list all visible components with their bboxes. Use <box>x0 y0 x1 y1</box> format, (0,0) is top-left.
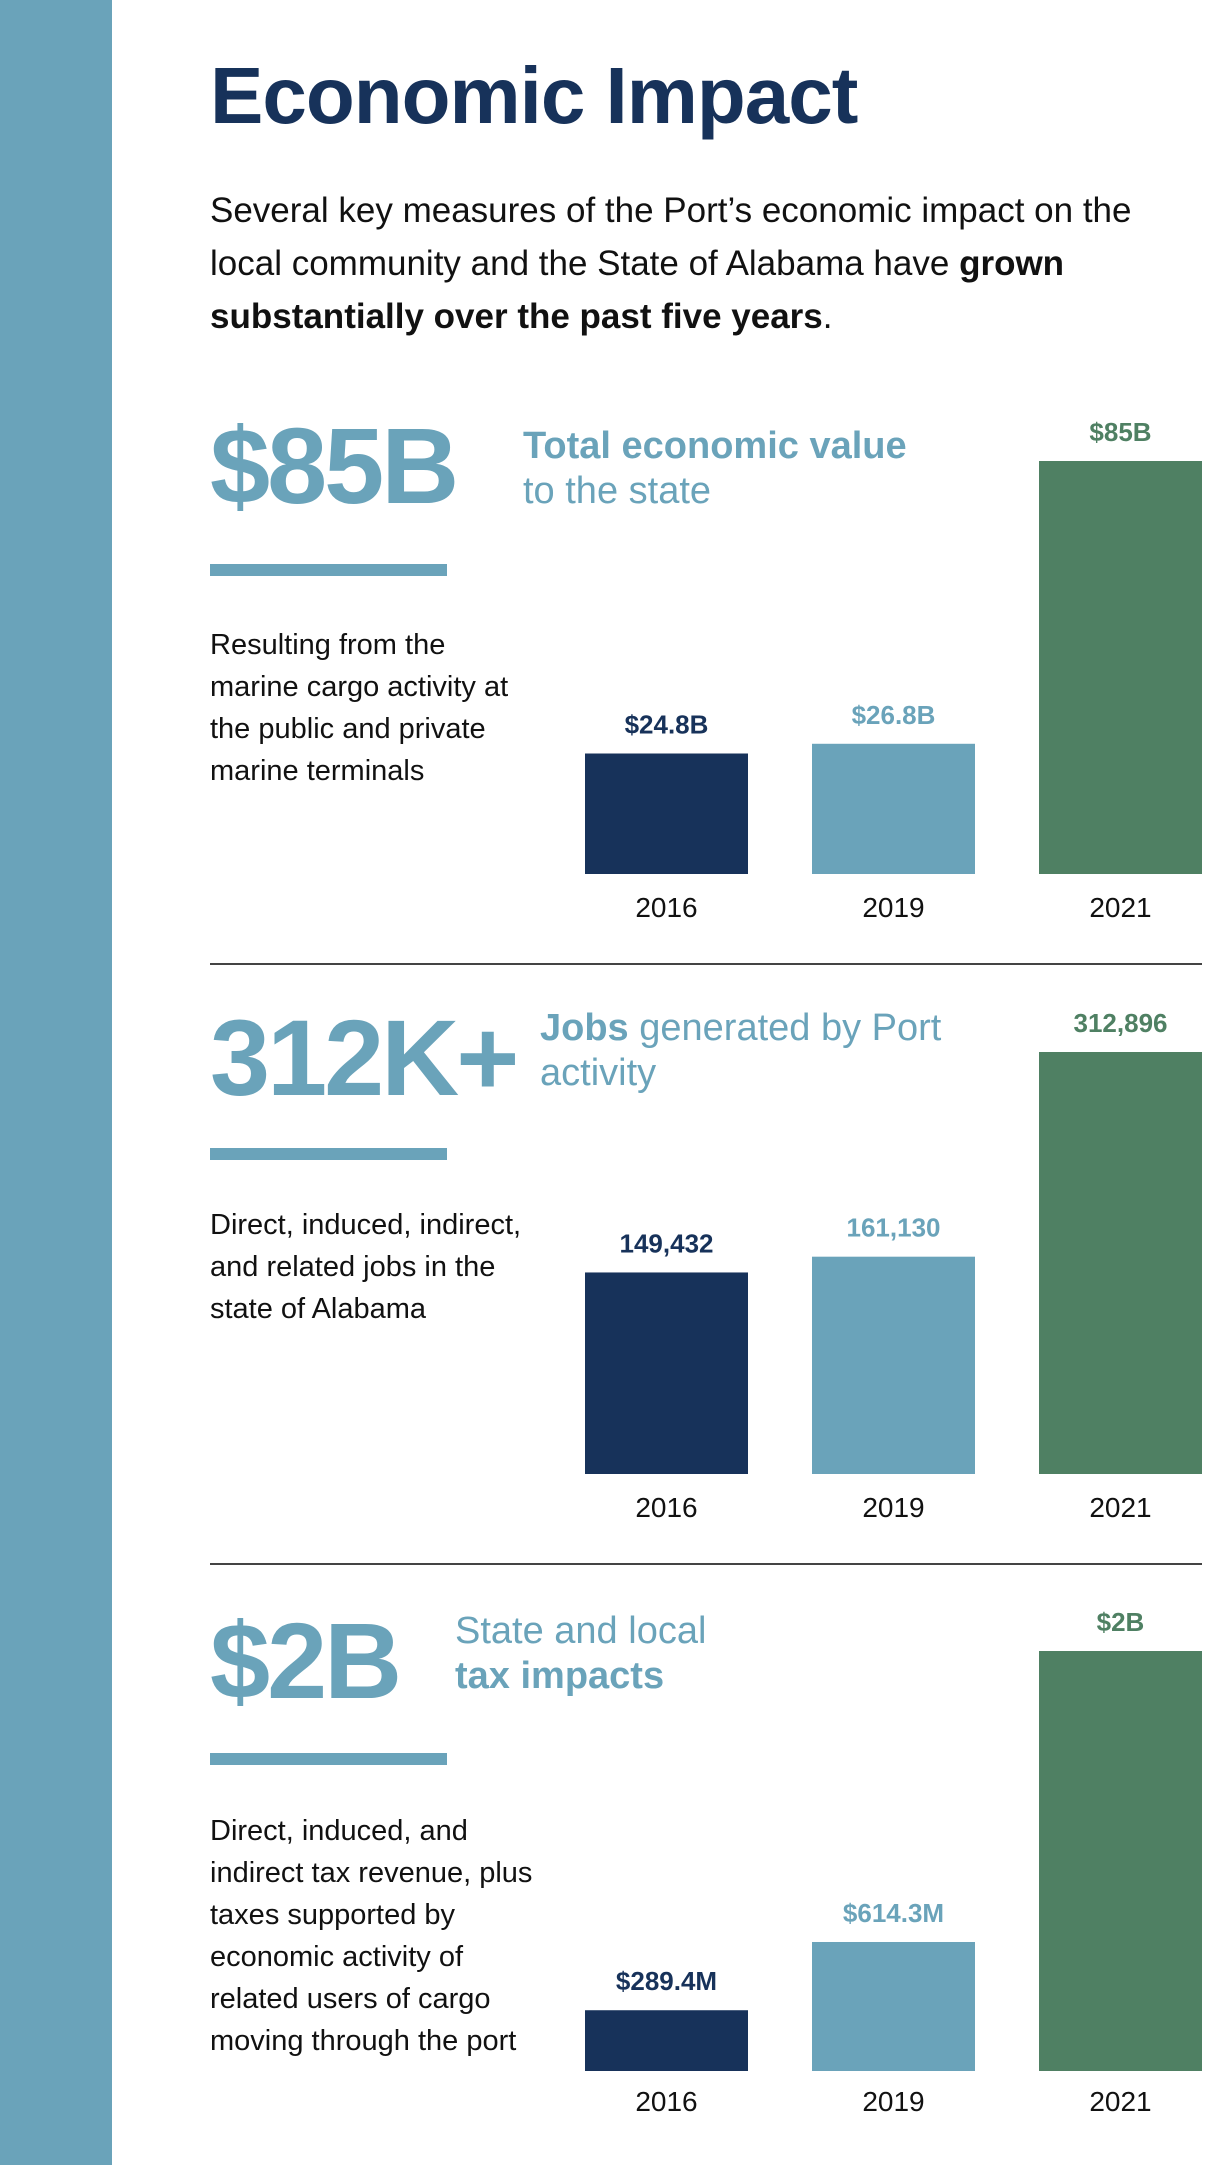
bar-2016 <box>585 1272 748 1474</box>
side-color-band <box>0 0 112 2165</box>
x-tick-label: 2019 <box>862 892 924 923</box>
page-title: Economic Impact <box>210 51 858 140</box>
stat-label-regular: generated by Port activity <box>540 1007 942 1094</box>
bar-value-label: $24.8B <box>625 710 709 740</box>
stat-label-regular: State and local <box>455 1610 707 1652</box>
bar-value-label: 149,432 <box>620 1228 714 1258</box>
section-divider <box>210 963 1202 965</box>
x-tick-label: 2016 <box>635 1492 697 1523</box>
section-jobs: 149,432 2016 161,130 2019 312,896 2021 312K+ … <box>210 1004 1202 1524</box>
accent-rule <box>210 1753 447 1765</box>
x-tick-label: 2021 <box>1089 1492 1151 1523</box>
x-tick-label: 2016 <box>635 892 697 923</box>
bar-2021 <box>1039 1651 1202 2071</box>
bar-2019 <box>812 743 975 874</box>
bar-2021 <box>1039 1052 1202 1474</box>
intro-period: . <box>822 297 833 336</box>
stat-jobs: 312K+ <box>210 997 519 1118</box>
stat-economic-value: $85B <box>210 405 459 526</box>
section-divider <box>210 1563 1202 1565</box>
bar-2019 <box>812 1256 975 1474</box>
stat-label-economic-value: Total economic value to the state <box>523 424 983 514</box>
bar-2016 <box>585 753 748 874</box>
accent-rule <box>210 564 447 576</box>
intro-paragraph: Several key measures of the Port’s econo… <box>210 184 1210 343</box>
bar-value-label: $26.8B <box>852 700 936 730</box>
x-tick-label: 2019 <box>862 1492 924 1523</box>
bar-2019 <box>812 1941 975 2071</box>
bar-value-label: $289.4M <box>616 1966 717 1996</box>
bar-value-label: $614.3M <box>843 1898 944 1928</box>
section-tax: $289.4M 2016 $614.3M 2019 $2B 2021 $2B State … <box>210 1607 1202 2127</box>
stat-label-bold: Total economic value <box>523 425 907 467</box>
x-tick-label: 2016 <box>635 2086 697 2117</box>
section-description: Resulting from the marine cargo activity… <box>210 629 509 787</box>
tax-chart: $289.4M 2016 $614.3M 2019 $2B 2021 <box>585 1607 1202 2117</box>
section-economic-value: $24.8B 2016 $26.8B 2019 $85B 2021 $85B Total … <box>210 412 1202 932</box>
stat-label-regular: to the state <box>523 470 712 512</box>
x-tick-label: 2019 <box>862 2086 924 2117</box>
economic-value-chart: $24.8B 2016 $26.8B 2019 $85B 2021 <box>585 417 1202 923</box>
bar-value-label: 312,896 <box>1074 1008 1168 1038</box>
x-tick-label: 2021 <box>1089 2086 1151 2117</box>
stat-tax: $2B <box>210 1600 402 1721</box>
jobs-chart: 149,432 2016 161,130 2019 312,896 2021 <box>585 1008 1202 1523</box>
x-tick-label: 2021 <box>1089 892 1151 923</box>
bar-value-label: $2B <box>1097 1607 1145 1637</box>
intro-emphasis: grown substantially over the past five y… <box>210 244 1065 336</box>
bar-value-label: $85B <box>1089 417 1151 447</box>
stat-label-jobs: Jobs generated by Port activity <box>540 1006 1000 1096</box>
stat-label-bold: Jobs <box>540 1007 629 1049</box>
bar-2021 <box>1039 461 1202 874</box>
stat-label-bold: tax impacts <box>455 1655 665 1697</box>
intro-text: Several key measures of the Port’s econo… <box>210 191 1132 283</box>
bar-2016 <box>585 2010 748 2071</box>
section-description: Direct, induced, indirect, and related j… <box>210 1209 522 1325</box>
accent-rule <box>210 1148 447 1160</box>
stat-label-tax: State and local tax impacts <box>455 1609 915 1699</box>
bar-value-label: 161,130 <box>847 1213 941 1243</box>
section-description: Direct, induced, and indirect tax revenu… <box>210 1815 533 2057</box>
